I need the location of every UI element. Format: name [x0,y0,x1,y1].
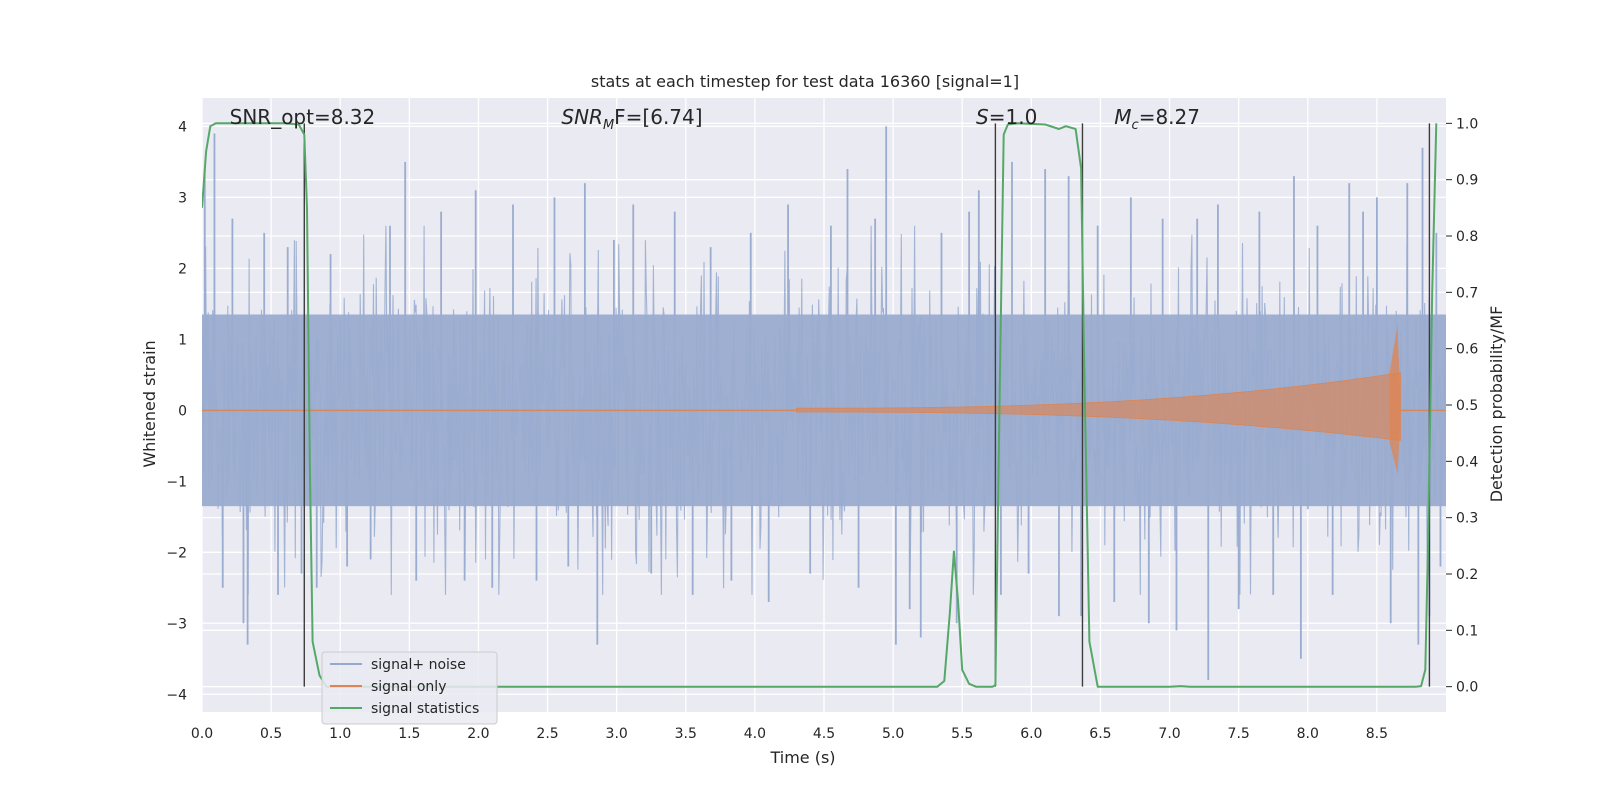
legend-label-stats: signal statistics [371,701,479,717]
annotation-3: Mc=8.27 [1114,105,1200,133]
y2-tick-label: 0.1 [1456,623,1478,639]
x-tick-label: 3.5 [675,726,697,742]
legend-frame [321,651,498,725]
y-tick-label: −4 [166,687,187,703]
x-tick-label: 6.5 [1089,726,1111,742]
y2-tick-label: 1.0 [1456,116,1478,132]
annotation-2: S=1.0 [976,105,1037,129]
y2-tick-label: 0.5 [1456,398,1478,414]
x-tick-label: 7.0 [1158,726,1180,742]
y-tick-label: −3 [166,616,187,632]
annotation-subscript: c [1132,118,1139,133]
y2-tick-label: 0.0 [1456,680,1478,696]
x-tick-label: 2.5 [536,726,558,742]
x-axis-label: Time (s) [769,748,835,767]
x-tick-label: 4.5 [813,726,835,742]
y-tick-label: −2 [166,545,187,561]
x-tick-label: 3.0 [606,726,628,742]
y2-tick-label: 0.6 [1456,342,1478,358]
annotation-value: F=[6.74] [614,105,702,129]
annotation-symbol: SNR [561,105,603,129]
y-tick-label: 0 [178,403,187,419]
annotation-subscript: M [603,118,614,133]
y-tick-label: 4 [178,119,187,135]
series-signal-statistics [202,122,1438,688]
x-tick-label: 8.0 [1297,726,1319,742]
annotation-symbol: S [976,105,989,129]
y2-tick-label: 0.9 [1456,173,1478,189]
annotation-text: SNR_opt=8.32 [230,105,376,129]
annotation-value: =1.0 [989,105,1038,129]
annotation-0: SNR_opt=8.32 [230,105,376,129]
x-tick-label: 7.5 [1228,726,1250,742]
y2-tick-label: 0.7 [1456,285,1478,301]
y-tick-label: −1 [166,474,187,490]
x-tick-label: 5.5 [951,726,973,742]
x-tick-label: 8.5 [1366,726,1388,742]
y-axis-ticks: 4 3 2 1 0 −1 −2 −3 −4 [166,119,187,703]
y-axis-label: Whitened strain [140,340,159,467]
signal-peak [1389,325,1401,475]
legend: signal+ noise signal only signal statist… [321,651,498,725]
x-tick-label: 1.5 [398,726,420,742]
y2-axis-ticks: 1.0 0.9 0.8 0.7 0.6 0.5 0.4 0.3 0.2 0.1 0.0 [1446,116,1478,696]
y-tick-label: 3 [178,190,187,206]
y2-tick-label: 0.2 [1456,567,1478,583]
x-tick-label: 5.0 [882,726,904,742]
stats-line [202,122,1438,688]
chart-title: stats at each timestep for test data 163… [591,72,1019,91]
legend-label-noise: signal+ noise [371,657,466,673]
x-axis-ticks: 0.0 0.5 1.0 1.5 2.0 2.5 3.0 3.5 4.0 4.5 5.0 5.5 6.0 6… [191,726,1388,742]
x-tick-label: 4.0 [744,726,766,742]
y2-tick-label: 0.4 [1456,454,1478,470]
y2-tick-label: 0.3 [1456,511,1478,527]
y-tick-label: 1 [178,332,187,348]
y2-tick-label: 0.8 [1456,229,1478,245]
annotation-1: SNRMF=[6.74] [561,105,702,133]
x-tick-label: 0.0 [191,726,213,742]
x-tick-label: 2.0 [467,726,489,742]
x-tick-label: 6.0 [1020,726,1042,742]
annotation-value: =8.27 [1139,105,1200,129]
annotations: SNR_opt=8.32 SNRMF=[6.74] S=1.0 Mc=8.27 [230,105,1200,133]
y2-axis-label: Detection probability/MF [1487,306,1506,503]
x-tick-label: 1.0 [329,726,351,742]
annotation-symbol: M [1114,105,1131,129]
y-tick-label: 2 [178,261,187,277]
x-tick-label: 0.5 [260,726,282,742]
legend-label-signal: signal only [371,679,446,695]
